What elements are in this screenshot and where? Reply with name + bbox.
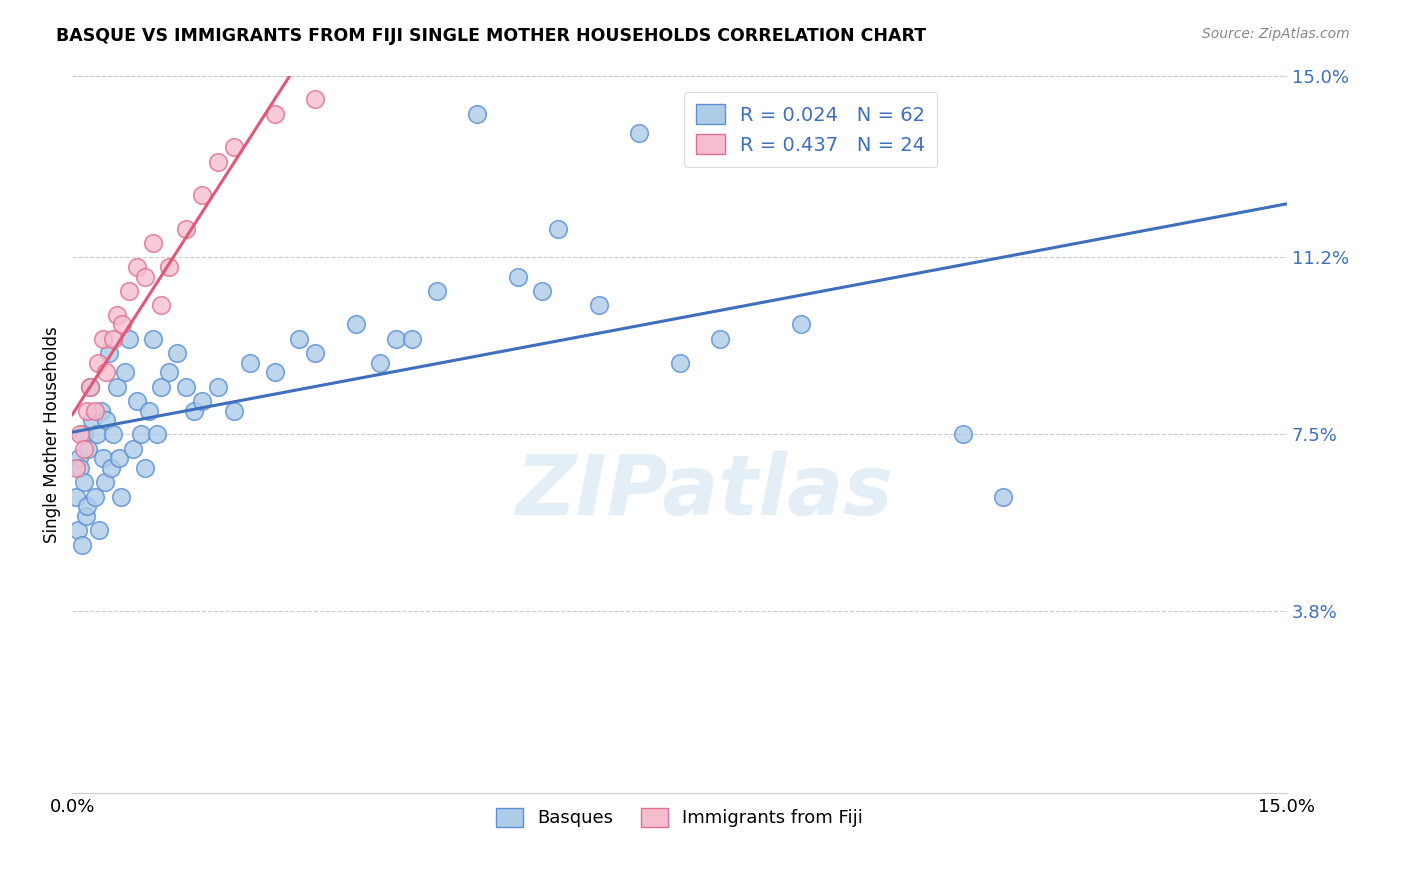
Point <box>87 523 110 537</box>
Point <box>90 403 112 417</box>
Point <box>304 92 326 106</box>
Point <box>465 107 488 121</box>
Point <box>105 379 128 393</box>
Point <box>105 308 128 322</box>
Point <box>191 393 214 408</box>
Point <box>174 379 197 393</box>
Point <box>76 403 98 417</box>
Text: ZIPatlas: ZIPatlas <box>515 451 893 533</box>
Point <box>224 140 246 154</box>
Point <box>239 356 262 370</box>
Point <box>111 318 134 332</box>
Point <box>183 403 205 417</box>
Point <box>93 475 115 490</box>
Point <box>142 235 165 250</box>
Point <box>96 365 118 379</box>
Point <box>628 126 651 140</box>
Point <box>157 365 180 379</box>
Point <box>150 379 173 393</box>
Point <box>506 269 529 284</box>
Point <box>207 154 229 169</box>
Point <box>344 318 367 332</box>
Point <box>288 332 311 346</box>
Y-axis label: Single Mother Households: Single Mother Households <box>44 326 60 543</box>
Point <box>83 403 105 417</box>
Point <box>368 356 391 370</box>
Point <box>191 188 214 202</box>
Point <box>73 427 96 442</box>
Point <box>588 298 610 312</box>
Point <box>87 356 110 370</box>
Point <box>108 451 131 466</box>
Point <box>65 461 87 475</box>
Point <box>77 442 100 456</box>
Point <box>224 403 246 417</box>
Point <box>134 461 156 475</box>
Point <box>129 427 152 442</box>
Point <box>530 284 553 298</box>
Point <box>993 490 1015 504</box>
Point <box>134 269 156 284</box>
Point <box>72 475 94 490</box>
Point <box>101 427 124 442</box>
Point <box>125 393 148 408</box>
Point <box>122 442 145 456</box>
Point <box>166 346 188 360</box>
Point <box>142 332 165 346</box>
Point <box>97 346 120 360</box>
Point <box>75 508 97 523</box>
Point <box>207 379 229 393</box>
Point <box>150 298 173 312</box>
Point <box>401 332 423 346</box>
Point <box>76 500 98 514</box>
Point <box>101 332 124 346</box>
Point <box>138 403 160 417</box>
Point <box>426 284 449 298</box>
Point <box>82 413 104 427</box>
Point <box>66 523 89 537</box>
Point <box>709 332 731 346</box>
Point <box>263 107 285 121</box>
Point <box>91 451 114 466</box>
Point <box>118 284 141 298</box>
Point <box>157 260 180 274</box>
Point <box>790 318 813 332</box>
Point <box>547 221 569 235</box>
Point <box>96 413 118 427</box>
Point <box>83 490 105 504</box>
Point <box>125 260 148 274</box>
Point <box>67 451 90 466</box>
Point <box>146 427 169 442</box>
Point <box>668 356 690 370</box>
Point <box>79 379 101 393</box>
Point <box>385 332 408 346</box>
Point <box>91 332 114 346</box>
Point <box>110 490 132 504</box>
Point <box>69 427 91 442</box>
Point <box>263 365 285 379</box>
Point <box>100 461 122 475</box>
Point <box>86 427 108 442</box>
Point <box>952 427 974 442</box>
Point <box>114 365 136 379</box>
Point <box>65 490 87 504</box>
Text: Source: ZipAtlas.com: Source: ZipAtlas.com <box>1202 27 1350 41</box>
Point <box>174 221 197 235</box>
Text: BASQUE VS IMMIGRANTS FROM FIJI SINGLE MOTHER HOUSEHOLDS CORRELATION CHART: BASQUE VS IMMIGRANTS FROM FIJI SINGLE MO… <box>56 27 927 45</box>
Point <box>73 442 96 456</box>
Point <box>118 332 141 346</box>
Point <box>69 461 91 475</box>
Legend: Basques, Immigrants from Fiji: Basques, Immigrants from Fiji <box>489 801 870 835</box>
Point <box>304 346 326 360</box>
Point <box>79 379 101 393</box>
Point <box>70 537 93 551</box>
